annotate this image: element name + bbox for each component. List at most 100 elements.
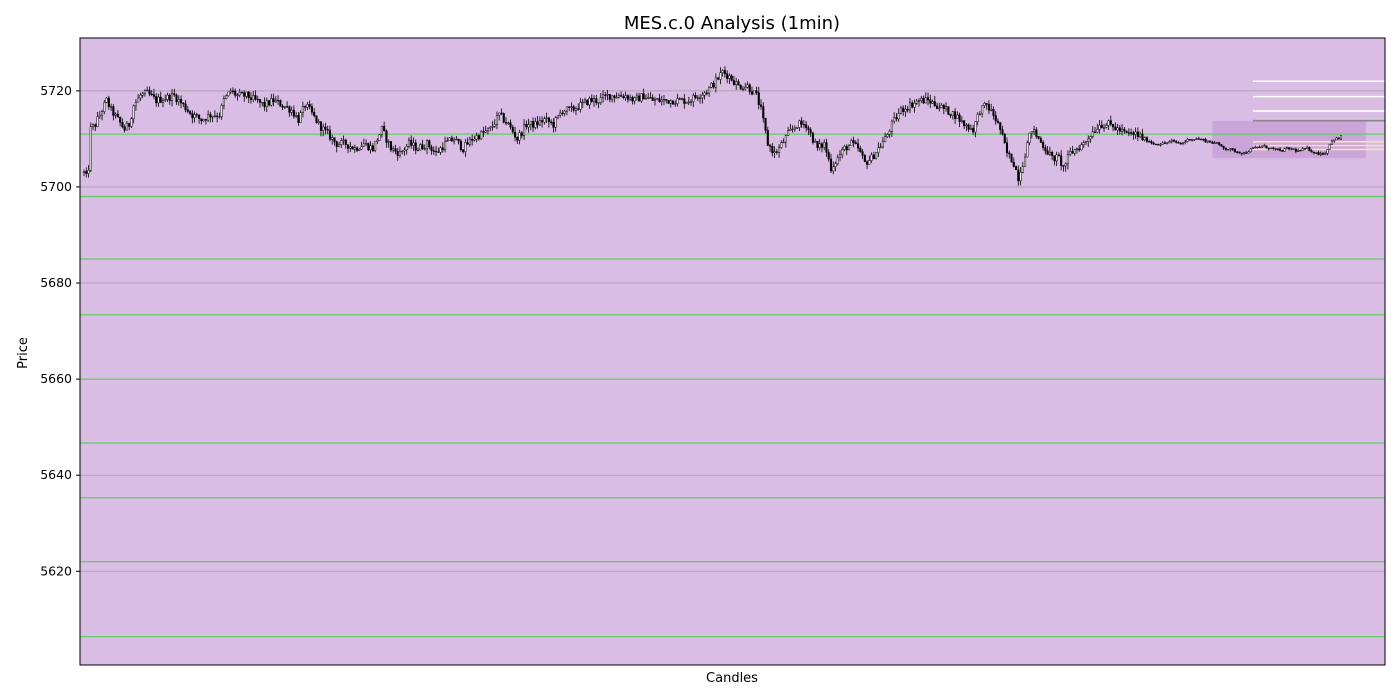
candle-body xyxy=(1247,151,1250,154)
candle-body xyxy=(299,112,302,123)
candle-body xyxy=(816,140,819,148)
candle-body xyxy=(746,84,749,88)
candle-body xyxy=(518,132,521,141)
candle-body xyxy=(258,99,262,103)
candle-body xyxy=(1272,147,1275,150)
candle-body xyxy=(435,150,438,153)
candle-body xyxy=(1330,140,1334,145)
candle-body xyxy=(182,102,185,105)
candle-body xyxy=(570,106,573,108)
candle-body xyxy=(597,102,600,104)
candle-body xyxy=(1324,153,1327,155)
candle-body xyxy=(665,99,668,101)
candle-body xyxy=(820,143,823,148)
candle-body xyxy=(737,81,740,86)
candle-body xyxy=(236,94,239,97)
candle-body xyxy=(924,97,927,104)
candle-body xyxy=(895,117,898,120)
candle-body xyxy=(805,124,808,129)
candle-body xyxy=(611,95,614,100)
candle-body xyxy=(1084,141,1088,143)
consolidation-zone-layer xyxy=(1212,121,1366,159)
candle-body xyxy=(98,114,101,118)
candle-body xyxy=(759,104,763,107)
candle-body xyxy=(412,142,415,146)
candle-body xyxy=(807,127,810,130)
candle-body xyxy=(516,136,519,141)
candle-body xyxy=(444,141,447,150)
candle-body xyxy=(1251,147,1255,149)
candle-body xyxy=(592,98,596,102)
candle-body xyxy=(1308,147,1311,151)
candle-body xyxy=(121,121,124,128)
candle-body xyxy=(1288,147,1291,150)
candle-body xyxy=(308,104,311,107)
candle-body xyxy=(1249,148,1252,153)
candle-body xyxy=(583,99,587,103)
candle-body xyxy=(1028,132,1031,143)
candle-body xyxy=(667,100,670,104)
y-tick-label: 5660 xyxy=(40,371,72,386)
candle-body xyxy=(1218,142,1221,145)
candle-body xyxy=(1148,141,1151,143)
candle-body xyxy=(561,112,564,115)
candle-body xyxy=(328,130,332,140)
candle-body xyxy=(638,95,641,102)
candle-body xyxy=(1141,133,1144,141)
candle-body xyxy=(89,126,92,171)
candle-body xyxy=(1069,151,1072,155)
candle-body xyxy=(527,124,530,128)
candle-body xyxy=(565,106,568,112)
candle-body xyxy=(696,97,699,99)
candle-body xyxy=(446,140,449,142)
candle-body xyxy=(1121,128,1124,132)
candle-body xyxy=(213,115,216,118)
candle-body xyxy=(1283,148,1286,152)
candle-body xyxy=(225,95,228,99)
candle-body xyxy=(1114,126,1117,131)
candle-body xyxy=(319,121,322,131)
candle-body xyxy=(1066,154,1069,165)
candle-body xyxy=(1093,131,1097,133)
candle-body xyxy=(640,93,643,102)
candle-body xyxy=(229,90,232,93)
candle-body xyxy=(836,157,839,164)
candle-body xyxy=(554,117,557,128)
candle-body xyxy=(969,128,972,130)
candle-body xyxy=(999,122,1002,130)
candle-body xyxy=(1136,131,1139,138)
candle-body xyxy=(778,147,781,153)
candle-body xyxy=(586,99,589,106)
candle-body xyxy=(875,152,878,159)
candle-body xyxy=(859,147,862,152)
candle-body xyxy=(475,135,478,140)
candle-body xyxy=(1339,135,1343,140)
candle-body xyxy=(940,104,943,109)
candle-body xyxy=(536,121,539,126)
candle-body xyxy=(200,118,203,122)
candle-body xyxy=(879,146,882,149)
candle-body xyxy=(800,120,803,125)
candle-body xyxy=(430,146,433,152)
candle-body xyxy=(581,101,584,104)
candle-body xyxy=(249,97,253,100)
y-axis-label: Price xyxy=(16,337,31,369)
candle-body xyxy=(486,127,489,131)
candle-body xyxy=(633,97,636,102)
candle-body xyxy=(507,122,510,124)
candle-body xyxy=(468,138,471,145)
candle-body xyxy=(861,151,864,156)
candle-body xyxy=(362,143,365,147)
candle-body xyxy=(841,149,844,156)
candle-body xyxy=(847,144,851,151)
candle-body xyxy=(1127,132,1130,134)
candle-body xyxy=(1319,153,1322,155)
plot-frame xyxy=(79,37,1386,666)
candle-body xyxy=(252,95,255,100)
candle-body xyxy=(306,104,309,108)
candle-body xyxy=(692,95,695,102)
candle-body xyxy=(1107,120,1110,126)
candle-body xyxy=(1200,138,1203,141)
candle-body xyxy=(872,154,875,159)
candle-body xyxy=(1053,155,1056,162)
